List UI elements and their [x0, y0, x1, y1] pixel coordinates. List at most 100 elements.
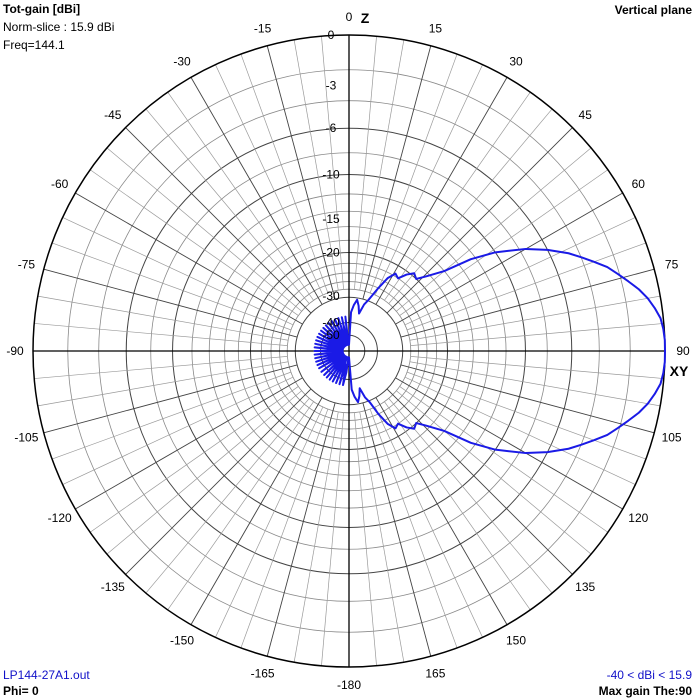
grid-spoke — [359, 411, 405, 663]
angle-tick-label: -60 — [51, 177, 69, 191]
grid-spoke — [384, 91, 531, 301]
grid-spoke — [399, 169, 609, 316]
radial-tick-label: -40 — [322, 316, 340, 330]
angle-tick-label: 165 — [425, 667, 445, 681]
grid-spoke — [375, 397, 508, 625]
grid-spoke — [369, 408, 458, 649]
norm-slice-label: Norm-slice : 15.9 dBi — [3, 20, 115, 34]
grid-spoke — [374, 406, 483, 638]
grid-spoke — [410, 323, 664, 346]
radial-tick-label: -20 — [322, 246, 340, 260]
grid-spoke — [215, 64, 324, 296]
grid-spoke — [106, 390, 302, 555]
radial-tick-label: -50 — [322, 328, 340, 342]
grid-spoke — [396, 147, 592, 312]
grid-spoke — [321, 412, 344, 666]
grid-spoke — [37, 361, 289, 407]
grid-spoke — [167, 401, 314, 611]
grid-spoke — [369, 53, 458, 294]
grid-spoke — [190, 77, 323, 305]
grid-spoke — [145, 108, 310, 304]
angle-tick-label: 0 — [346, 10, 353, 24]
plane-label: Vertical plane — [614, 3, 692, 17]
grid-spoke — [354, 412, 377, 666]
polar-grid — [32, 34, 666, 668]
grid-spoke — [43, 364, 298, 434]
grid-spoke — [34, 323, 288, 346]
angle-tick-label: -150 — [170, 633, 194, 647]
grid-spoke — [190, 397, 323, 625]
range-label: -40 < dBi < 15.9 — [606, 668, 692, 682]
grid-spoke — [404, 217, 636, 326]
grid-spoke — [293, 411, 339, 663]
grid-spoke — [62, 217, 294, 326]
grid-spoke — [409, 361, 661, 407]
angle-tick-label: -135 — [101, 580, 125, 594]
grid-spoke — [266, 402, 336, 657]
grid-spoke — [240, 408, 329, 649]
grid-spoke — [125, 127, 312, 314]
radial-tick-label: -3 — [326, 79, 337, 93]
grid-spoke — [43, 268, 298, 338]
grid-spoke — [409, 295, 661, 341]
angle-tick-label: 90 — [676, 344, 690, 358]
radial-tick-label: 0 — [328, 28, 335, 42]
radial-tick-label: -15 — [322, 212, 340, 226]
angle-tick-label: 120 — [628, 511, 648, 525]
angle-tick-label: -180 — [337, 678, 361, 692]
grid-spoke — [321, 36, 344, 290]
angle-tick-label: -30 — [173, 55, 191, 69]
grid-spoke — [359, 39, 405, 291]
z-axis-label: Z — [361, 10, 370, 26]
frequency-label: Freq=144.1 — [3, 38, 65, 52]
grid-spoke — [89, 169, 299, 316]
angle-tick-label: 75 — [665, 258, 679, 272]
radial-tick-label: -30 — [322, 289, 340, 303]
angle-tick-label: 150 — [506, 633, 526, 647]
grid-spoke — [396, 390, 592, 555]
angle-tick-label: 15 — [429, 21, 443, 35]
grid-spoke — [354, 36, 377, 290]
grid-spoke — [145, 398, 310, 594]
phi-label: Phi= 0 — [3, 684, 39, 698]
angle-tick-label: -45 — [104, 108, 122, 122]
grid-spoke — [106, 147, 302, 312]
grid-spoke — [51, 371, 292, 460]
grid-spoke — [293, 39, 339, 291]
grid-spoke — [406, 242, 647, 331]
grid-spoke — [266, 45, 336, 300]
grid-spoke — [37, 295, 289, 341]
grid-spoke — [406, 371, 647, 460]
grid-spoke — [89, 386, 299, 533]
angle-tick-label: -15 — [254, 21, 272, 35]
angle-tick-label: -90 — [6, 344, 24, 358]
grid-spoke — [125, 388, 312, 575]
angle-tick-label: 30 — [509, 55, 523, 69]
gain-trace-layer — [313, 247, 666, 455]
angle-tick-label: -165 — [251, 667, 275, 681]
grid-spoke — [386, 388, 573, 575]
angle-tick-label: 60 — [632, 177, 646, 191]
radial-tick-label: -10 — [322, 168, 340, 182]
grid-spoke — [75, 377, 303, 510]
grid-spoke — [400, 268, 655, 338]
angle-tick-label: 45 — [579, 108, 593, 122]
grid-spoke — [75, 192, 303, 325]
grid-spoke — [362, 402, 432, 657]
gain-trace — [313, 247, 666, 455]
grid-spoke — [388, 108, 553, 304]
grid-spoke — [34, 356, 288, 379]
xy-axis-label: XY — [670, 363, 689, 379]
file-name-label: LP144-27A1.out — [3, 668, 90, 682]
grid-spoke — [167, 91, 314, 301]
grid-spoke — [384, 401, 531, 611]
grid-spoke — [395, 377, 623, 510]
grid-spoke — [375, 77, 508, 305]
grid-spoke — [62, 376, 294, 485]
plot-title: Tot-gain [dBi] — [3, 2, 81, 16]
grid-spoke — [362, 45, 432, 300]
grid-spoke — [51, 242, 292, 331]
grid-spoke — [399, 386, 609, 533]
angle-tick-label: -105 — [14, 430, 38, 444]
